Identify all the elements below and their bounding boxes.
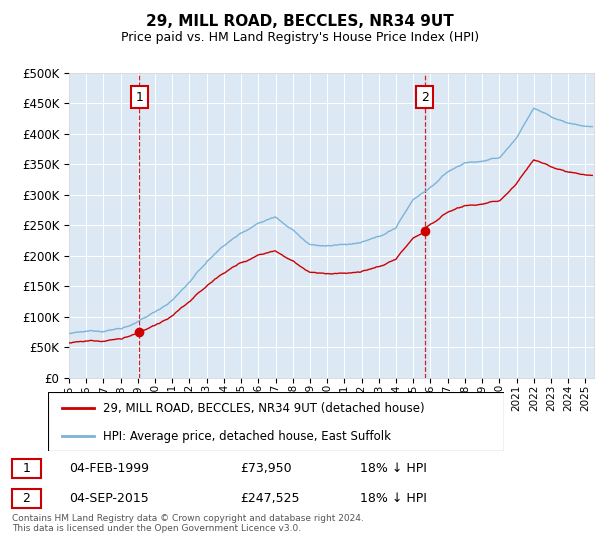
Text: Contains HM Land Registry data © Crown copyright and database right 2024.
This d: Contains HM Land Registry data © Crown c…: [12, 514, 364, 533]
FancyBboxPatch shape: [48, 392, 504, 451]
Text: 2: 2: [22, 492, 31, 505]
Text: 1: 1: [136, 91, 143, 104]
Text: £73,950: £73,950: [240, 461, 292, 475]
Text: 04-SEP-2015: 04-SEP-2015: [69, 492, 149, 505]
Text: 29, MILL ROAD, BECCLES, NR34 9UT (detached house): 29, MILL ROAD, BECCLES, NR34 9UT (detach…: [103, 402, 424, 415]
Text: Price paid vs. HM Land Registry's House Price Index (HPI): Price paid vs. HM Land Registry's House …: [121, 31, 479, 44]
Text: 1: 1: [22, 461, 31, 475]
Text: 18% ↓ HPI: 18% ↓ HPI: [360, 492, 427, 505]
Text: £247,525: £247,525: [240, 492, 299, 505]
Text: 2: 2: [421, 91, 428, 104]
Text: 29, MILL ROAD, BECCLES, NR34 9UT: 29, MILL ROAD, BECCLES, NR34 9UT: [146, 14, 454, 29]
Text: HPI: Average price, detached house, East Suffolk: HPI: Average price, detached house, East…: [103, 430, 391, 442]
Text: 04-FEB-1999: 04-FEB-1999: [69, 461, 149, 475]
FancyBboxPatch shape: [12, 489, 41, 508]
Text: 18% ↓ HPI: 18% ↓ HPI: [360, 461, 427, 475]
FancyBboxPatch shape: [12, 459, 41, 478]
